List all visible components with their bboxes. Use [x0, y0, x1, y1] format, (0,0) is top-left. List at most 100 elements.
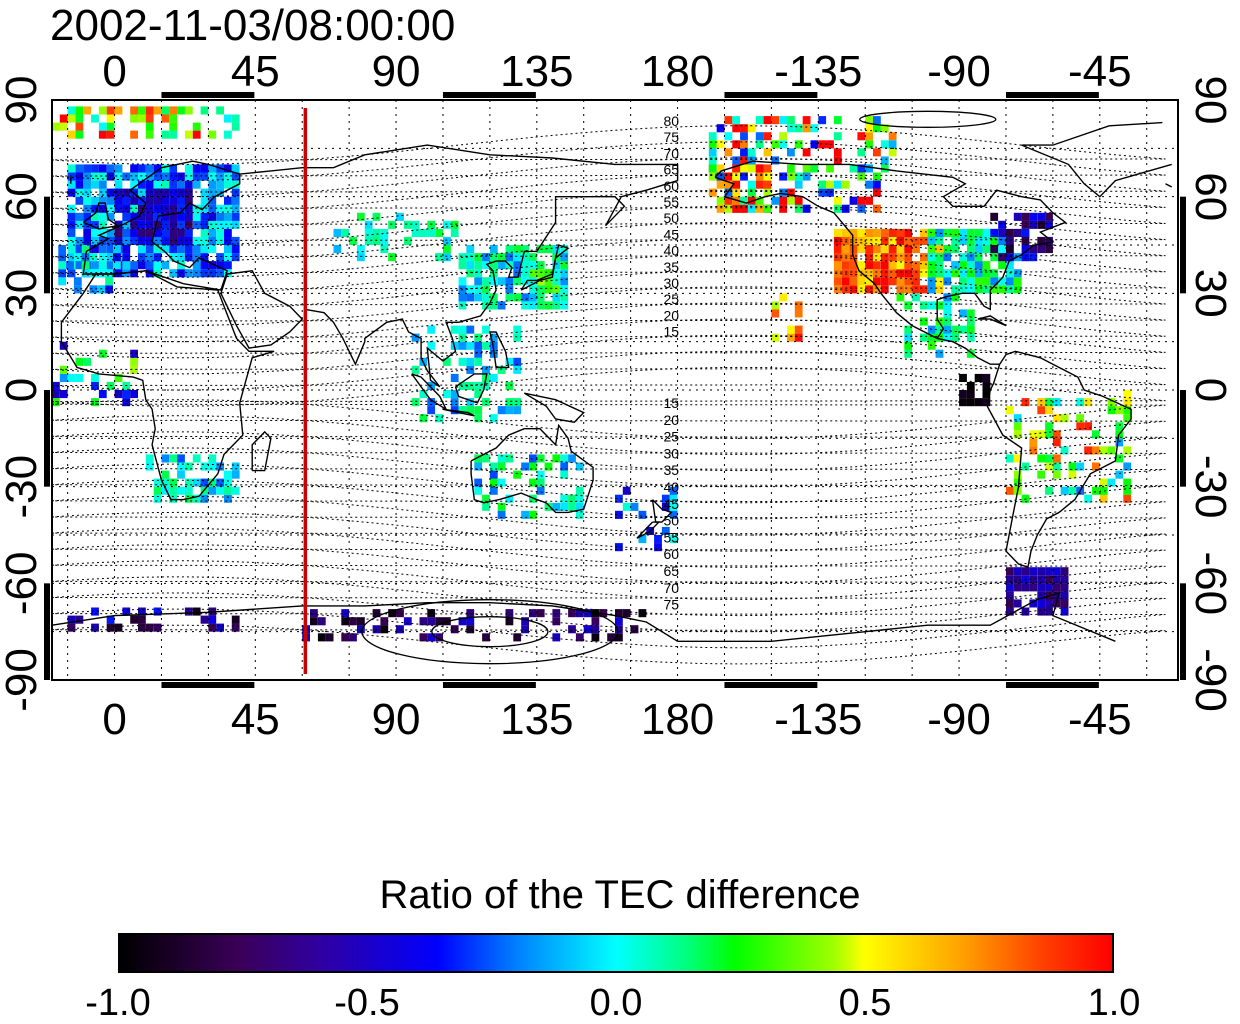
tec-data-cell [951, 333, 959, 342]
tec-data-cell [536, 478, 545, 487]
tec-data-cell [865, 124, 873, 133]
tec-data-cell [1029, 599, 1038, 608]
tec-data-cell [466, 293, 475, 302]
tec-data-cell [513, 357, 522, 366]
mlat-contour [51, 221, 1166, 262]
tec-data-cell [482, 293, 490, 302]
coastline-path [454, 373, 488, 404]
tec-data-cell [615, 609, 623, 618]
tec-data-cell [880, 236, 889, 245]
tec-data-cell [466, 269, 475, 278]
tec-data-cell [67, 373, 76, 382]
tec-data-cell [1052, 454, 1061, 463]
tec-data-cell [216, 623, 224, 632]
tec-data-cell [708, 148, 717, 157]
tec-data-cell [1115, 406, 1124, 415]
tec-data-cell [896, 285, 905, 294]
tec-data-cell [1092, 446, 1100, 455]
tec-data-cell [873, 172, 881, 181]
tec-data-cell [482, 261, 490, 270]
tec-data-cell [818, 180, 827, 189]
tec-data-cell [787, 116, 795, 125]
tec-data-cell [1115, 438, 1124, 447]
tec-data-cell [1052, 575, 1061, 584]
tec-data-cell [489, 478, 498, 487]
tec-data-cell [1115, 470, 1124, 479]
tec-data-cell [145, 204, 154, 213]
tec-data-cell [169, 106, 178, 115]
tec-data-cell [130, 390, 138, 399]
tec-data-cell [998, 245, 1006, 254]
tec-data-cell [106, 172, 115, 181]
tec-data-cell [529, 293, 537, 302]
tec-data-cell [841, 269, 850, 278]
tec-data-cell [224, 494, 232, 503]
tec-data-cell [568, 625, 576, 634]
contour-label: 50 [664, 513, 680, 529]
tec-data-cell [224, 196, 232, 205]
tec-data-cell [497, 454, 506, 463]
tec-data-cell [474, 462, 483, 471]
tec-data-cell [91, 114, 99, 123]
tec-data-cell [833, 116, 842, 125]
tec-data-cell [466, 357, 475, 366]
tec-data-cell [794, 333, 803, 342]
tec-data-cell [1013, 575, 1022, 584]
tec-data-cell [904, 333, 913, 342]
tec-data-cell [200, 204, 209, 213]
left-latitude-label: -90 [0, 648, 46, 712]
tec-data-cell [763, 172, 772, 181]
tec-data-cell [489, 414, 498, 423]
tec-data-cell [591, 625, 600, 634]
top-longitude-label: -135 [774, 47, 862, 96]
tec-data-cell [98, 188, 107, 197]
tec-data-cell [169, 478, 178, 487]
tec-data-cell [75, 373, 84, 382]
tec-data-cell [114, 236, 123, 245]
tec-data-cell [224, 130, 232, 139]
tec-data-cell [489, 277, 498, 286]
tec-data-cell [216, 261, 224, 270]
tec-data-cell [58, 277, 67, 286]
tec-data-cell [982, 285, 991, 294]
tec-data-cell [130, 196, 138, 205]
tec-data-cell [474, 390, 483, 399]
tec-data-cell [474, 277, 483, 286]
tec-data-cell [497, 301, 506, 310]
tec-data-cell [732, 180, 741, 189]
tec-data-cell [552, 293, 561, 302]
tec-data-cell [536, 470, 545, 479]
tec-data-cell [794, 204, 803, 213]
tec-data-cell [982, 277, 991, 286]
tec-data-cell [67, 172, 76, 181]
tec-data-cell [779, 132, 787, 141]
tec-data-cell [98, 180, 107, 189]
tec-data-cell [1076, 422, 1085, 431]
tec-data-cell [966, 261, 975, 270]
tec-data-cell [231, 204, 240, 213]
tec-data-cell [177, 188, 185, 197]
tec-data-cell [974, 269, 983, 278]
tec-data-cell [177, 106, 185, 115]
tec-data-cell [880, 261, 889, 270]
frame-segment [1180, 196, 1186, 294]
tec-data-cell [208, 245, 217, 254]
tec-data-cell [849, 236, 858, 245]
tec-data-cell [990, 212, 999, 221]
contour-label: 55 [664, 194, 680, 210]
tec-data-cell [474, 261, 483, 270]
tec-data-cell [857, 132, 866, 141]
tec-data-cell [161, 454, 170, 463]
tec-data-cell [959, 309, 967, 318]
tec-data-cell [833, 285, 842, 294]
tec-data-cell [1021, 236, 1030, 245]
tec-data-cell [1045, 599, 1053, 608]
tec-data-cell [833, 180, 842, 189]
tec-data-cell [552, 617, 561, 626]
tec-data-cell [161, 114, 170, 123]
tec-data-cell [466, 398, 475, 407]
tec-data-cell [130, 180, 138, 189]
tec-data-cell [130, 615, 138, 624]
tec-data-cell [1013, 454, 1022, 463]
tec-data-cell [747, 156, 756, 165]
